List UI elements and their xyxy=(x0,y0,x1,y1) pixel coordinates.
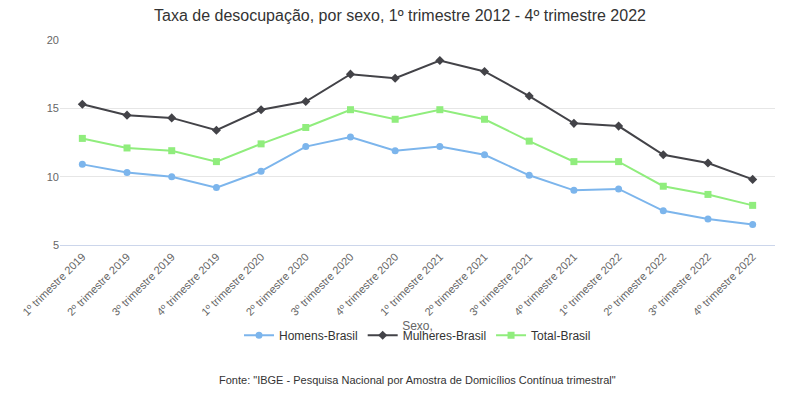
svg-text:Fonte: "IBGE - Pesquisa Nacion: Fonte: "IBGE - Pesquisa Nacional por Amo… xyxy=(219,374,616,386)
svg-text:2º trimestre 2019: 2º trimestre 2019 xyxy=(65,251,133,319)
svg-text:4º trimestre 2020: 4º trimestre 2020 xyxy=(333,251,401,319)
svg-text:1º trimestre 2020: 1º trimestre 2020 xyxy=(199,251,267,319)
svg-text:20: 20 xyxy=(47,34,59,46)
svg-text:Taxa de desocupação, por sexo,: Taxa de desocupação, por sexo, 1º trimes… xyxy=(154,7,646,24)
svg-text:1º trimestre 2021: 1º trimestre 2021 xyxy=(378,251,446,319)
svg-text:1º trimestre 2019: 1º trimestre 2019 xyxy=(20,251,88,319)
svg-text:4º trimestre 2022: 4º trimestre 2022 xyxy=(690,251,758,319)
svg-text:Sexo,: Sexo, xyxy=(402,319,433,333)
svg-text:Homens-Brasil: Homens-Brasil xyxy=(279,329,358,343)
svg-text:1º trimestre 2022: 1º trimestre 2022 xyxy=(556,251,624,319)
svg-text:Total-Brasil: Total-Brasil xyxy=(531,329,590,343)
svg-text:Mulheres-Brasil: Mulheres-Brasil xyxy=(403,329,486,343)
svg-text:2º trimestre 2020: 2º trimestre 2020 xyxy=(244,251,312,319)
svg-text:4º trimestre 2019: 4º trimestre 2019 xyxy=(154,251,222,319)
svg-text:15: 15 xyxy=(47,102,59,114)
svg-text:3º trimestre 2022: 3º trimestre 2022 xyxy=(646,251,714,319)
svg-text:4º trimestre 2021: 4º trimestre 2021 xyxy=(512,251,580,319)
svg-text:2º trimestre 2021: 2º trimestre 2021 xyxy=(422,251,490,319)
svg-text:2º trimestre 2022: 2º trimestre 2022 xyxy=(601,251,669,319)
svg-text:3º trimestre 2019: 3º trimestre 2019 xyxy=(109,251,177,319)
svg-text:3º trimestre 2021: 3º trimestre 2021 xyxy=(467,251,535,319)
svg-text:3º trimestre 2020: 3º trimestre 2020 xyxy=(288,251,356,319)
svg-text:10: 10 xyxy=(47,171,59,183)
svg-text:5: 5 xyxy=(53,239,59,251)
